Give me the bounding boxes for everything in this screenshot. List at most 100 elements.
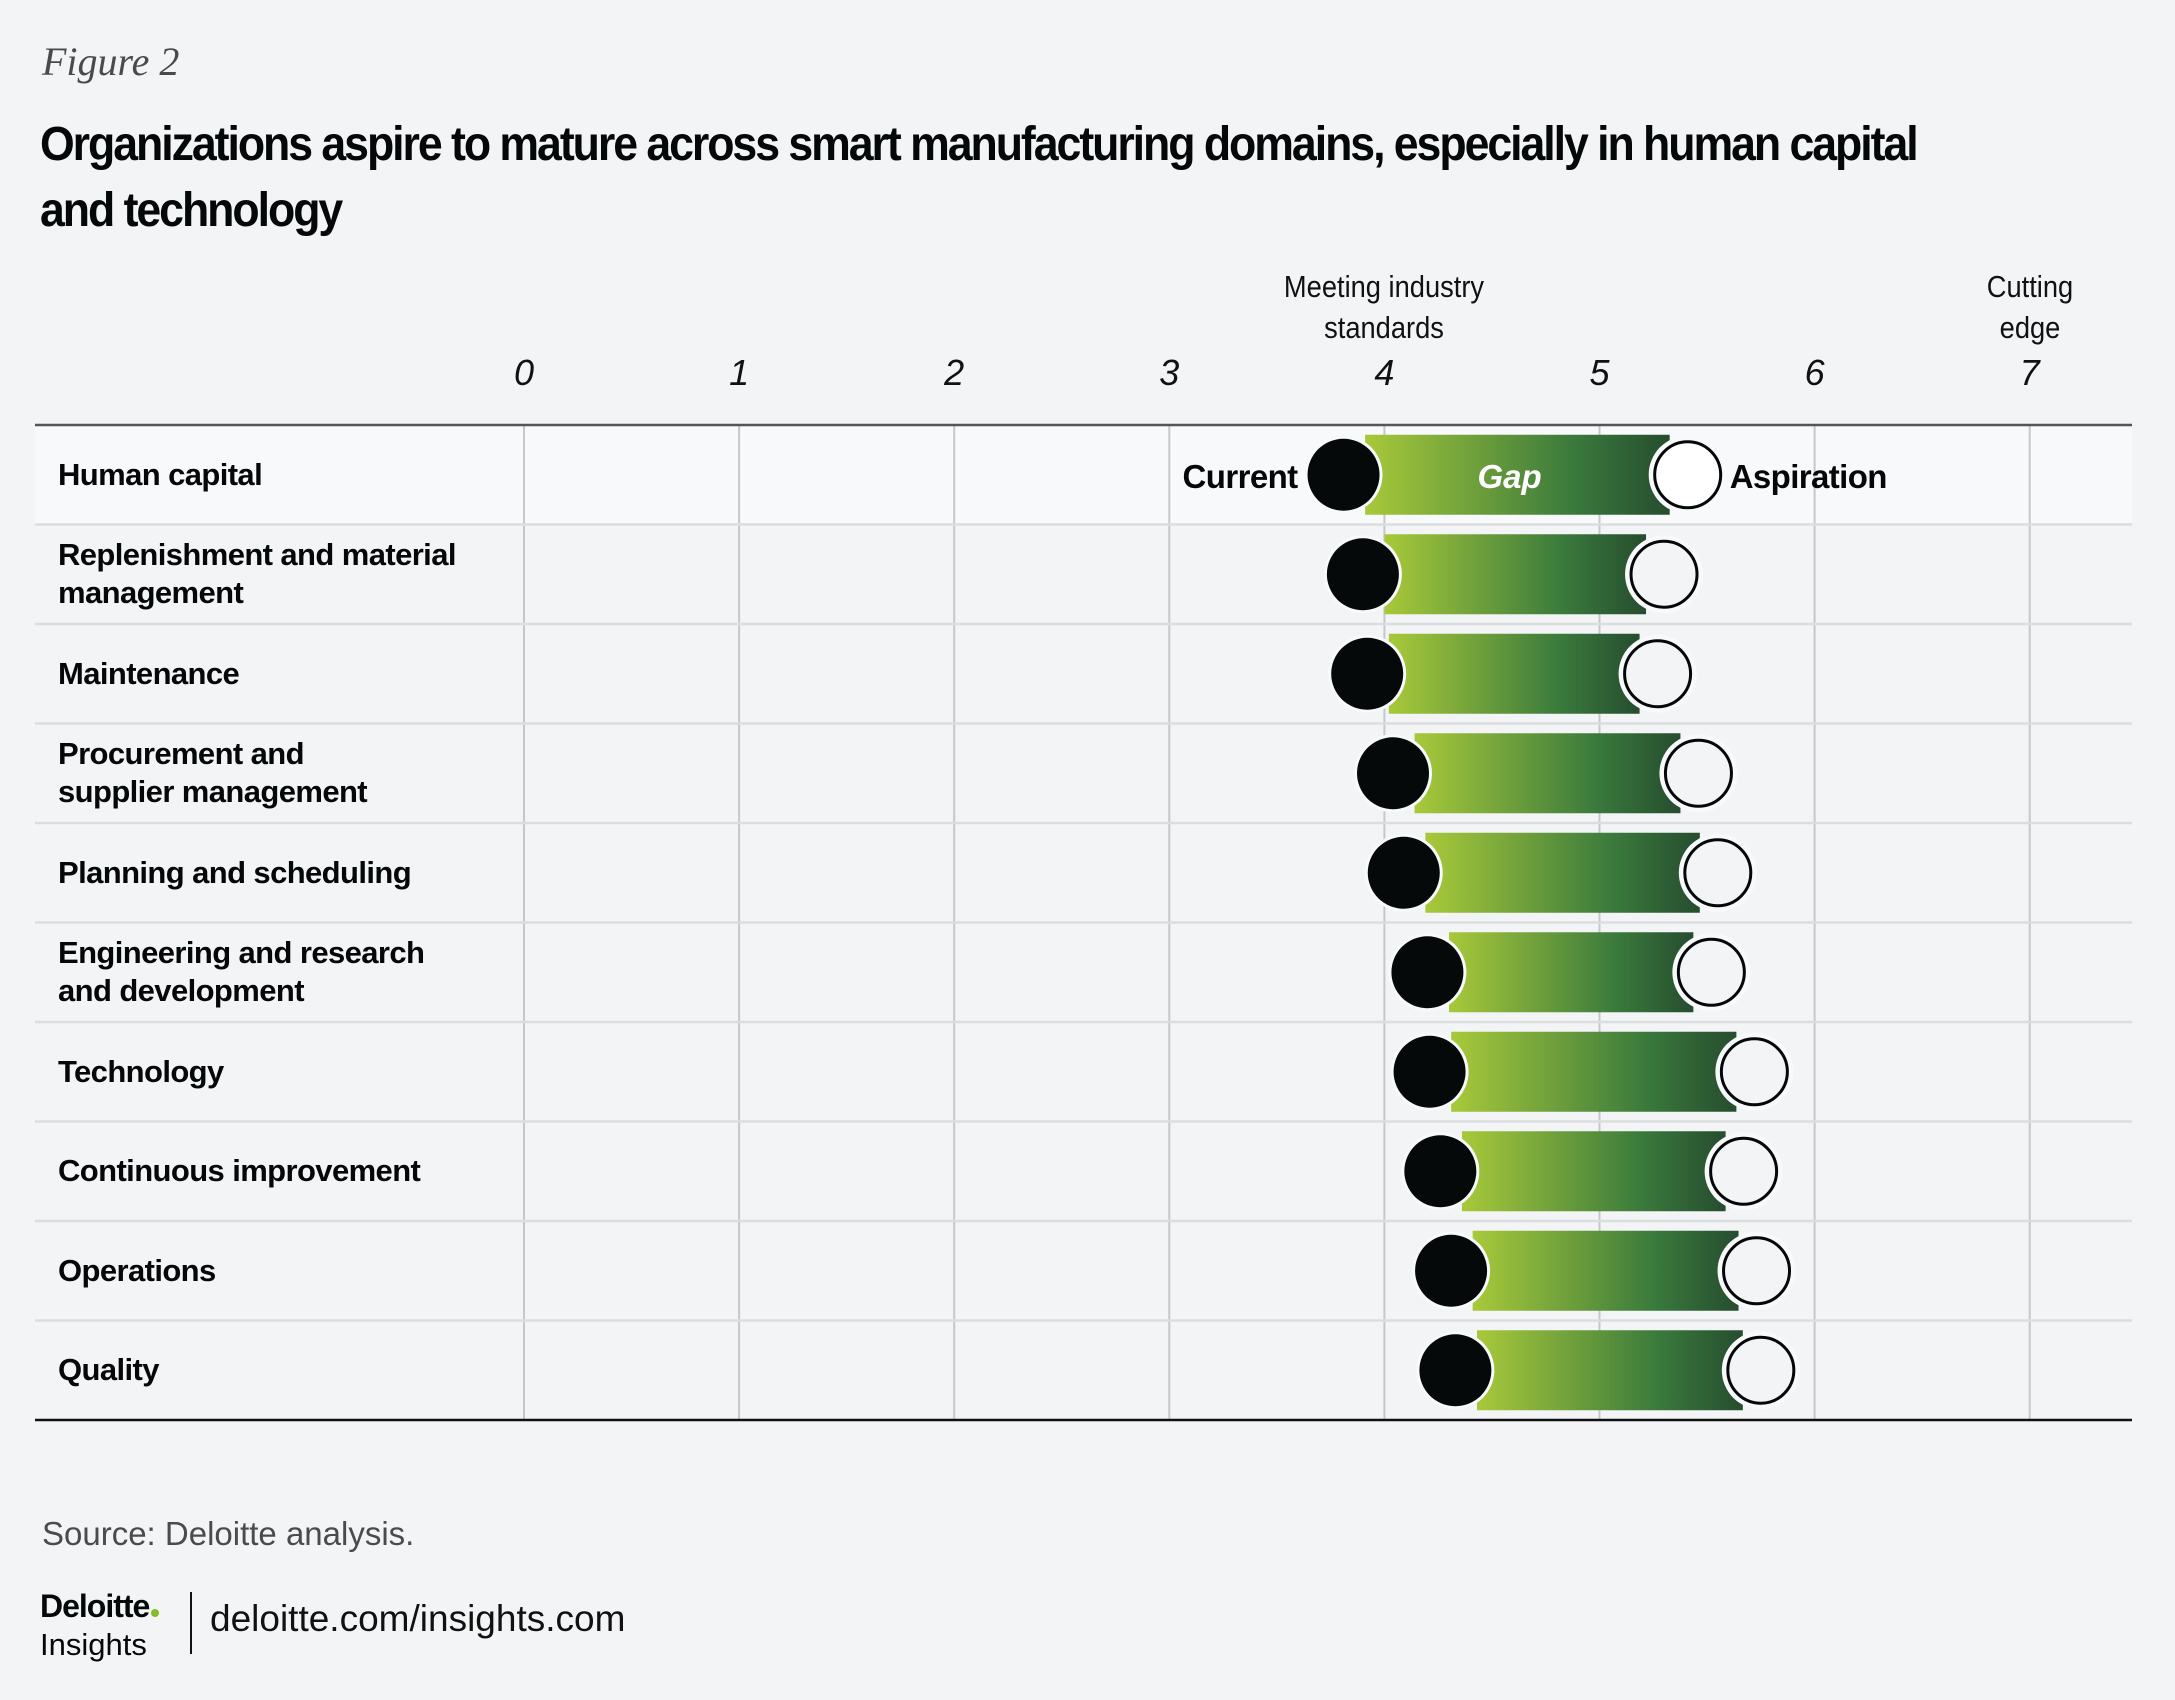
category-label: Technology bbox=[58, 1022, 478, 1122]
source-note: Source: Deloitte analysis. bbox=[42, 1515, 415, 1552]
category-label: Human capital bbox=[58, 425, 478, 525]
category-label: Replenishment and material management bbox=[58, 525, 478, 625]
category-label-text: Operations bbox=[58, 1252, 216, 1290]
category-label-line: management bbox=[58, 575, 244, 611]
dumbbell-0 bbox=[1304, 434, 1727, 515]
axis-annotation-line: standards bbox=[1324, 310, 1445, 345]
dumbbell-3 bbox=[1354, 733, 1738, 814]
tick-label: 1 bbox=[729, 352, 750, 393]
category-label-line: Planning and scheduling bbox=[58, 854, 412, 890]
deloitte-insights-logo: Deloitte Insights bbox=[40, 1588, 160, 1662]
category-label: Operations bbox=[58, 1221, 478, 1321]
logo-sub: Insights bbox=[40, 1627, 147, 1662]
dumbbell-2 bbox=[1328, 633, 1697, 714]
gap-bar bbox=[1425, 832, 1700, 913]
category-label-text: Engineering and research and development bbox=[58, 934, 425, 1010]
category-label: Quality bbox=[58, 1321, 478, 1421]
legend-current: Current bbox=[1182, 457, 1299, 495]
category-label-text: Replenishment and material management bbox=[58, 536, 456, 612]
gap-bar bbox=[1365, 434, 1670, 515]
category-label-text: Planning and scheduling bbox=[58, 854, 412, 892]
footer-url-link[interactable]: deloitte.com/insights.com bbox=[210, 1598, 626, 1639]
category-label: Engineering and research and development bbox=[58, 923, 478, 1023]
gap-bar bbox=[1449, 932, 1694, 1013]
category-label-line: Procurement and bbox=[58, 736, 305, 772]
tick-label: 3 bbox=[1159, 352, 1180, 393]
current-dot bbox=[1404, 1135, 1477, 1208]
logo-dot-icon bbox=[151, 1609, 160, 1617]
aspiration-dot bbox=[1629, 539, 1699, 609]
current-dot bbox=[1367, 836, 1440, 909]
tick-label: 7 bbox=[2019, 352, 2040, 393]
category-label: Continuous improvement bbox=[58, 1122, 478, 1222]
category-label: Planning and scheduling bbox=[58, 823, 478, 923]
current-dot bbox=[1419, 1334, 1492, 1407]
current-dot bbox=[1326, 538, 1399, 611]
aspiration-dot bbox=[1683, 838, 1753, 908]
category-label-line: Replenishment and material bbox=[58, 537, 456, 573]
highlight-row-bg bbox=[35, 425, 2132, 525]
category-label-line: Human capital bbox=[58, 456, 263, 492]
category-label-text: Procurement and supplier management bbox=[58, 735, 368, 811]
dumbbell-7 bbox=[1401, 1131, 1783, 1212]
current-dot bbox=[1307, 438, 1380, 511]
tick-label: 6 bbox=[1804, 352, 1825, 393]
category-label: Procurement and supplier management bbox=[58, 724, 478, 824]
axis-annotation-line: Meeting industry bbox=[1284, 269, 1485, 304]
aspiration-dot bbox=[1709, 1136, 1779, 1206]
legend-aspiration: Aspiration bbox=[1729, 457, 1888, 495]
category-label: Maintenance bbox=[58, 624, 478, 724]
category-label-line: Operations bbox=[58, 1252, 216, 1288]
gap-bar bbox=[1384, 534, 1647, 615]
dumbbell-1 bbox=[1323, 534, 1704, 615]
aspiration-dot bbox=[1726, 1335, 1796, 1405]
aspiration-dot bbox=[1653, 440, 1723, 510]
tick-label: 0 bbox=[513, 352, 535, 393]
current-dot bbox=[1331, 637, 1404, 710]
dumbbell-4 bbox=[1364, 832, 1757, 913]
footer-divider bbox=[190, 1592, 192, 1654]
aspiration-dot bbox=[1676, 937, 1746, 1007]
gap-bar bbox=[1461, 1131, 1726, 1212]
current-dot bbox=[1357, 737, 1430, 810]
category-label-line: Technology bbox=[58, 1053, 224, 1089]
category-label-line: supplier management bbox=[58, 774, 368, 810]
tick-label: 2 bbox=[944, 352, 965, 393]
category-label-line: and development bbox=[58, 973, 305, 1009]
gap-bar bbox=[1388, 633, 1640, 714]
category-label-line: Engineering and research bbox=[58, 935, 425, 971]
current-dot bbox=[1391, 936, 1464, 1009]
category-label-line: Quality bbox=[58, 1352, 159, 1388]
dumbbell-9 bbox=[1416, 1330, 1800, 1411]
tick-label: 5 bbox=[1589, 352, 1610, 393]
current-dot bbox=[1415, 1234, 1488, 1307]
figure-label: Figure 2 bbox=[42, 39, 180, 84]
aspiration-dot bbox=[1722, 1236, 1792, 1306]
gap-bar bbox=[1476, 1330, 1743, 1411]
axis-annotation: Cutting edge bbox=[1986, 266, 2072, 348]
aspiration-dot bbox=[1623, 639, 1693, 709]
category-label-line: Maintenance bbox=[58, 655, 240, 691]
current-dot bbox=[1393, 1035, 1466, 1108]
dumbbell-8 bbox=[1412, 1230, 1796, 1311]
category-label-text: Continuous improvement bbox=[58, 1152, 421, 1190]
dumbbell-6 bbox=[1390, 1031, 1794, 1112]
dumbbell-5 bbox=[1388, 932, 1751, 1013]
category-label-text: Maintenance bbox=[58, 655, 240, 693]
axis-annotation-line: Cutting bbox=[1986, 269, 2073, 304]
category-label-text: Human capital bbox=[58, 456, 263, 494]
category-label-text: Technology bbox=[58, 1053, 224, 1091]
aspiration-dot bbox=[1663, 738, 1733, 808]
axis-annotation-line: edge bbox=[1999, 310, 2061, 345]
legend-gap: Gap bbox=[1477, 457, 1542, 495]
gap-bar bbox=[1414, 733, 1681, 814]
aspiration-dot bbox=[1719, 1037, 1789, 1107]
gap-bar bbox=[1472, 1230, 1739, 1311]
logo-name: Deloitte bbox=[40, 1588, 150, 1624]
chart-title: Organizations aspire to mature across sm… bbox=[40, 118, 1919, 237]
gap-bar bbox=[1451, 1031, 1737, 1112]
category-label-line: Continuous improvement bbox=[58, 1153, 421, 1189]
axis-annotation: Meeting industry standards bbox=[1284, 266, 1484, 348]
tick-label: 4 bbox=[1374, 352, 1395, 393]
